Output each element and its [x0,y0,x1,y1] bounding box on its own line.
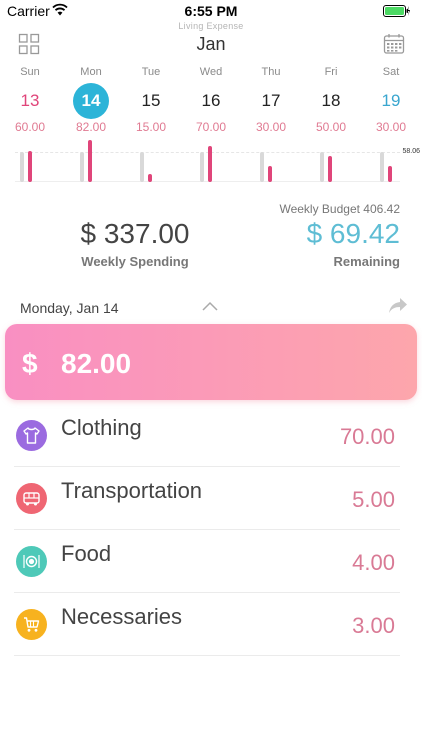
status-bar: Carrier 6:55 PM [0,0,422,22]
day-spend-bar [388,166,392,182]
month-title[interactable]: Jan [196,34,226,54]
weekday-label: Sun [20,66,40,78]
row-divider [14,592,400,593]
day-bar-track [320,152,324,182]
plate-icon [16,546,47,577]
bus-icon [16,483,47,514]
day-number: 15 [141,91,161,110]
battery-icon [383,5,410,17]
day-amount: 15.00 [135,120,167,134]
weekday-label: Fri [324,66,338,78]
category-row-clothing[interactable]: Clothing 70.00 [0,404,422,467]
total-amount: 82.00 [61,348,132,379]
category-row-transportation[interactable]: Transportation 5.00 [0,467,422,530]
day-bar-track [140,152,144,182]
weekday-label: Thu [261,66,281,78]
day-bar-track [380,152,384,182]
day-number: 19 [381,91,401,110]
day-spend-bar [88,140,92,182]
day-sat[interactable]: Sat 19 30.00 [361,66,421,186]
category-row-necessaries[interactable]: Necessaries 3.00 [0,593,422,656]
day-spend-bar [28,151,32,182]
day-spend-bar [148,174,152,182]
week-strip: Sun 13 60.00 Mon 14 82.00 Tue 15 15.00 W… [0,66,422,186]
day-fri[interactable]: Fri 18 50.00 [301,66,361,186]
category-name: Transportation [61,478,203,503]
row-divider [14,529,400,530]
selected-day-label: Monday, Jan 14 [20,300,119,316]
day-spend-bar [268,166,272,182]
day-spend-bar [208,146,212,182]
bar-guide-top [15,152,400,153]
category-name: Necessaries [61,604,183,629]
day-mon[interactable]: Mon 14 82.00 [61,66,121,186]
weekday-label: Mon [80,66,102,78]
day-amount: 30.00 [375,120,407,134]
day-amount: 30.00 [255,120,287,134]
grid-view-icon[interactable] [18,33,40,55]
chevron-up-icon[interactable] [201,300,219,312]
day-bar-track [80,152,84,182]
day-amount: 50.00 [315,120,347,134]
cart-icon [16,609,47,640]
weekday-label: Wed [199,66,223,78]
wifi-icon [52,3,68,16]
daily-spending-bars [0,140,422,182]
day-amount: 82.00 [75,120,107,134]
category-amount: 70.00 [339,424,395,449]
day-number: 13 [20,91,40,110]
day-number: 16 [201,91,221,110]
category-amount: 3.00 [352,613,395,638]
remaining-value: $ 69.42 [306,218,400,249]
day-bar-track [200,152,204,182]
day-number: 18 [321,91,341,110]
day-thu[interactable]: Thu 17 30.00 [241,66,301,186]
day-amount: 60.00 [14,120,46,134]
day-wed[interactable]: Wed 16 70.00 [181,66,241,186]
row-divider [14,655,400,656]
remaining-label: Remaining [333,254,400,269]
day-amount: 70.00 [195,120,227,134]
category-row-food[interactable]: Food 4.00 [0,530,422,593]
weekly-budget: Weekly Budget 406.42 [279,202,400,216]
calendar-icon[interactable] [383,33,405,55]
weekly-spending-label: Weekly Spending [81,254,189,269]
carrier-label: Carrier [7,3,50,19]
weekday-label: Tue [141,66,161,78]
day-bar-track [20,152,24,182]
day-number-selected: 14 [73,83,109,119]
bar-baseline [15,181,400,182]
category-amount: 4.00 [352,550,395,575]
category-name: Clothing [61,415,142,440]
day-spend-bar [328,156,332,182]
shirt-icon [16,420,47,451]
share-icon[interactable] [388,297,408,315]
bar-max-label: 58.06 [402,148,420,155]
app-name: Living Expense [178,21,244,31]
day-bar-track [260,152,264,182]
weekday-label: Sat [382,66,400,78]
category-amount: 5.00 [352,487,395,512]
weekly-spending-value: $ 337.00 [80,218,190,249]
clock: 6:55 PM [184,3,238,19]
day-tue[interactable]: Tue 15 15.00 [121,66,181,186]
total-currency: $ [22,348,38,379]
row-divider [14,466,400,467]
day-total-card[interactable]: $ 82.00 [5,324,417,400]
day-number: 17 [261,91,281,110]
day-sun[interactable]: Sun 13 60.00 [0,66,60,186]
category-name: Food [61,541,112,566]
